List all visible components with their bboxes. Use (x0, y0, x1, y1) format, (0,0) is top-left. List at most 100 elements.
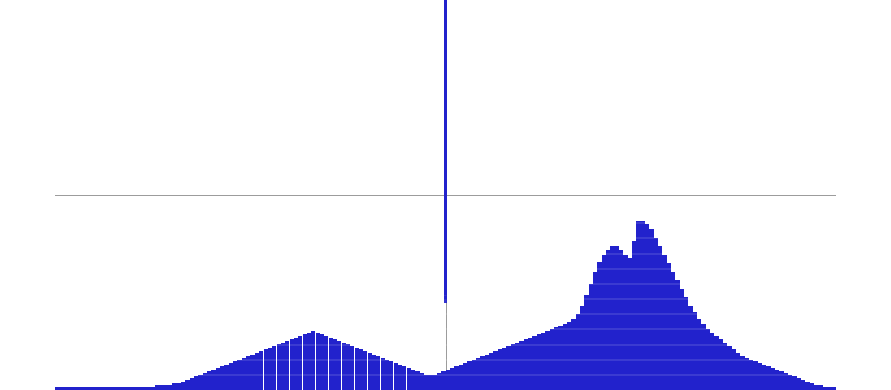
Bar (246, 356, 250, 390)
Bar (437, 373, 441, 390)
Bar (454, 366, 459, 390)
Bar (444, 0, 447, 108)
Bar (211, 370, 216, 390)
Bar (444, 0, 447, 217)
Bar (55, 386, 60, 390)
Bar (190, 378, 194, 390)
Bar (444, 0, 447, 165)
Bar (527, 338, 532, 390)
Bar (727, 346, 732, 390)
Bar (732, 349, 736, 390)
Bar (116, 386, 120, 390)
Bar (281, 343, 285, 390)
Bar (524, 339, 527, 390)
Bar (125, 386, 129, 390)
Bar (112, 386, 116, 390)
Bar (294, 338, 298, 390)
Bar (194, 376, 199, 390)
Bar (220, 366, 225, 390)
Bar (444, 254, 447, 290)
Bar (536, 334, 541, 390)
Bar (827, 386, 831, 390)
Bar (364, 351, 367, 390)
Bar (155, 385, 159, 390)
Bar (444, 193, 447, 282)
Bar (444, 0, 447, 134)
Bar (444, 76, 447, 91)
Bar (181, 381, 185, 390)
Bar (658, 246, 662, 390)
Bar (307, 333, 311, 390)
Bar (108, 386, 112, 390)
Bar (718, 339, 723, 390)
Bar (444, 160, 447, 277)
Bar (623, 255, 627, 390)
Bar (753, 361, 757, 390)
Bar (471, 360, 476, 390)
Bar (710, 333, 715, 390)
Bar (103, 386, 108, 390)
Bar (444, 0, 447, 230)
Bar (444, 0, 447, 178)
Bar (775, 370, 779, 390)
Bar (311, 331, 315, 390)
Bar (394, 363, 398, 390)
Bar (701, 324, 706, 390)
Bar (444, 0, 447, 234)
Bar (424, 375, 429, 390)
Bar (385, 360, 389, 390)
Bar (550, 329, 554, 390)
Bar (683, 297, 688, 390)
Bar (762, 365, 766, 390)
Bar (444, 296, 447, 303)
Bar (444, 227, 447, 286)
Bar (444, 38, 447, 104)
Bar (350, 346, 355, 390)
Bar (601, 255, 606, 390)
Bar (69, 386, 73, 390)
Bar (429, 375, 432, 390)
Bar (372, 355, 376, 390)
Bar (653, 238, 658, 390)
Bar (276, 344, 281, 390)
Bar (450, 368, 454, 390)
Bar (567, 323, 571, 390)
Bar (588, 284, 593, 390)
Bar (671, 272, 675, 390)
Bar (715, 336, 718, 390)
Bar (229, 363, 233, 390)
Bar (420, 373, 424, 390)
Bar (810, 383, 813, 390)
Bar (584, 295, 588, 390)
Bar (241, 358, 246, 390)
Bar (359, 349, 364, 390)
Bar (86, 386, 90, 390)
Bar (415, 371, 420, 390)
Bar (650, 229, 653, 390)
Bar (324, 336, 329, 390)
Bar (444, 0, 447, 191)
Bar (459, 365, 462, 390)
Bar (380, 358, 385, 390)
Bar (706, 329, 710, 390)
Bar (462, 363, 467, 390)
Bar (444, 0, 447, 251)
Bar (255, 353, 259, 390)
Bar (736, 353, 740, 390)
Bar (355, 348, 359, 390)
Bar (576, 314, 580, 390)
Bar (208, 371, 211, 390)
Bar (238, 360, 241, 390)
Bar (519, 341, 524, 390)
Bar (199, 375, 203, 390)
Bar (143, 386, 146, 390)
Bar (818, 385, 822, 390)
Bar (680, 289, 683, 390)
Bar (444, 79, 447, 87)
Bar (411, 370, 415, 390)
Bar (485, 355, 489, 390)
Bar (783, 373, 788, 390)
Bar (797, 378, 801, 390)
Bar (740, 356, 745, 390)
Bar (444, 0, 447, 147)
